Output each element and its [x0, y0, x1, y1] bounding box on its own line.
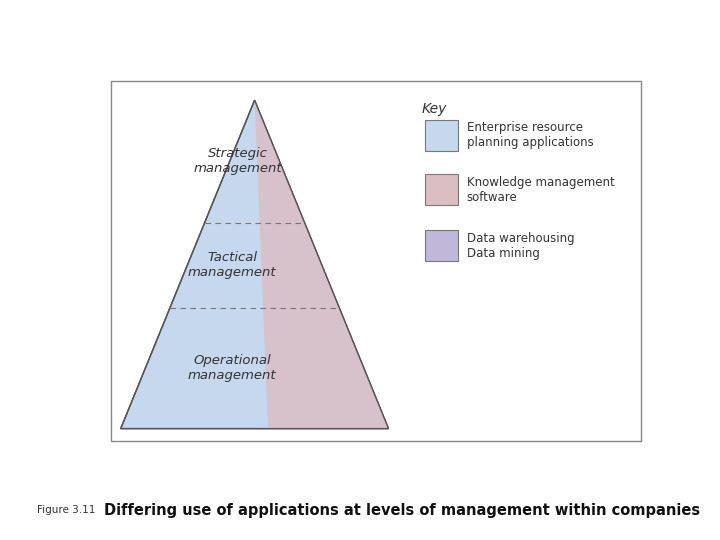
Text: Figure 3.11: Figure 3.11 — [37, 505, 96, 515]
Text: Key: Key — [422, 102, 447, 116]
Text: Knowledge management
software: Knowledge management software — [467, 176, 614, 204]
Bar — [425, 120, 458, 151]
Text: Strategic
management: Strategic management — [194, 147, 282, 176]
Text: Enterprise resource
planning applications: Enterprise resource planning application… — [467, 122, 593, 150]
Text: Data warehousing
Data mining: Data warehousing Data mining — [467, 232, 575, 260]
Polygon shape — [255, 100, 389, 429]
Text: Operational
management: Operational management — [188, 354, 276, 382]
Bar — [111, 82, 642, 441]
Text: Differing use of applications at levels of management within companies: Differing use of applications at levels … — [104, 503, 701, 518]
Text: Tactical
management: Tactical management — [188, 252, 276, 279]
Bar — [425, 230, 458, 261]
Bar — [425, 174, 458, 205]
Polygon shape — [121, 100, 389, 429]
